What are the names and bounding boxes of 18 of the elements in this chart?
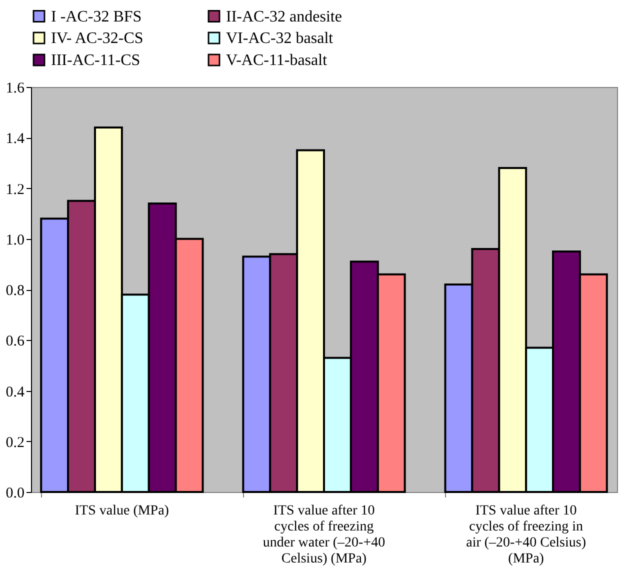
y-tick-label: 0.4 <box>6 384 25 400</box>
y-tick-label: 1.0 <box>6 232 24 248</box>
y-tick-label: 1.4 <box>6 131 25 148</box>
y-tick-label: 0.0 <box>6 486 24 502</box>
x-tick-label: ITS value (MPa) <box>74 504 170 518</box>
x-tick-label: ITS value after 10 cycles of freezing under water (–20-+40 Celsius) (MPa) <box>262 504 386 566</box>
legend-label: VI-AC-32 basalt <box>226 30 334 47</box>
legend-label: III-AC-11-CS <box>51 52 140 69</box>
y-tick-label: 1.2 <box>6 182 24 198</box>
y-tick-label: 0.2 <box>6 434 24 451</box>
legend-label: II-AC-32 andesite <box>226 8 342 26</box>
x-tick-label: ITS value after 10 cycles of freezing in air (–20-+40 Celsius) (MPa) <box>466 504 586 566</box>
legend-label: I -AC-32 BFS <box>51 8 142 26</box>
y-tick-label: 0.6 <box>6 334 25 350</box>
legend-label: IV- AC-32-CS <box>51 30 144 47</box>
legend-label: V-AC-11-basalt <box>226 52 328 69</box>
y-tick-label: 0.8 <box>6 283 24 299</box>
y-tick-label: 1.6 <box>6 80 25 96</box>
